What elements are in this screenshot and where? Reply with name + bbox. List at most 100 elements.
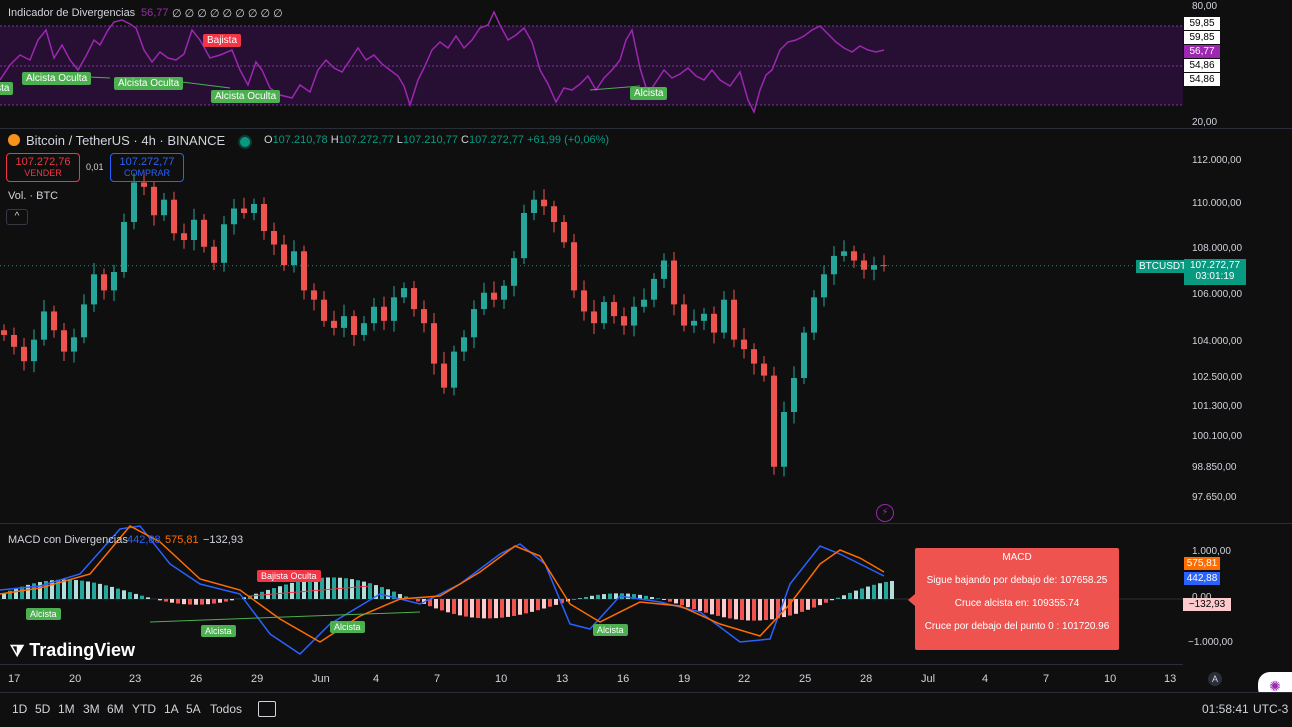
- candle: [471, 300, 477, 348]
- auto-scale-button[interactable]: A: [1208, 672, 1222, 686]
- range-button-5a[interactable]: 5A: [186, 702, 201, 716]
- candle: [851, 246, 857, 268]
- macd-hist-bar: [344, 578, 348, 599]
- ohlc-close: 107.272,77: [469, 134, 524, 146]
- buy-label: COMPRAR: [111, 168, 183, 178]
- symbol-title[interactable]: Bitcoin / TetherUS · 4h · BINANCE: [26, 133, 225, 148]
- range-button-1a[interactable]: 1A: [164, 702, 179, 716]
- range-button-3m[interactable]: 3M: [83, 702, 100, 716]
- buy-button[interactable]: 107.272,77 COMPRAR: [110, 153, 184, 182]
- candle: [261, 197, 267, 239]
- tradingview-logo[interactable]: ⧩ TradingView: [10, 640, 135, 661]
- macd-hist-bar: [608, 594, 612, 599]
- candle: [871, 257, 877, 281]
- macd-hist-bar: [32, 583, 36, 599]
- candle: [351, 310, 357, 346]
- macd-hist-bar: [644, 596, 648, 599]
- range-button-todos[interactable]: Todos: [210, 702, 242, 716]
- rsi-pill-4: 54,86: [1184, 73, 1220, 86]
- collapse-indicators-button[interactable]: ^: [6, 209, 28, 225]
- time-axis-label: 22: [738, 673, 750, 685]
- macd-value-3: −132,93: [203, 534, 243, 546]
- ohlc-low: 107.210,77: [403, 134, 458, 146]
- timezone[interactable]: UTC-3: [1253, 702, 1288, 716]
- macd-hist-bar: [674, 599, 678, 603]
- time-axis-label: 13: [1164, 673, 1176, 685]
- lightning-icon[interactable]: ⚡: [876, 504, 894, 522]
- candle: [21, 338, 27, 371]
- range-button-5d[interactable]: 5D: [35, 702, 50, 716]
- candle: [271, 223, 277, 255]
- macd-hist-bar: [440, 599, 444, 610]
- macd-label-alcista-4: Alcista: [593, 624, 628, 636]
- macd-hist-bar: [698, 599, 702, 611]
- macd-hist-bar: [284, 584, 288, 599]
- volume-label[interactable]: Vol. · BTC: [8, 190, 58, 202]
- range-button-1d[interactable]: 1D: [12, 702, 27, 716]
- rsi-extra: ∅ ∅ ∅ ∅ ∅ ∅ ∅ ∅ ∅: [172, 7, 283, 20]
- macd-tooltip: MACD Sigue bajando por debajo de: 107658…: [915, 548, 1119, 650]
- candle: [701, 308, 707, 330]
- time-axis-label: 28: [860, 673, 872, 685]
- macd-tooltip-line2: Cruce alcista en: 109355.74: [915, 598, 1119, 609]
- candle: [481, 283, 487, 315]
- macd-hist-bar: [722, 599, 726, 617]
- macd-hist-bar: [332, 577, 336, 599]
- macd-hist-bar: [530, 599, 534, 612]
- macd-hist-bar: [860, 588, 864, 599]
- macd-hist-bar: [368, 583, 372, 599]
- macd-hist-bar: [92, 583, 96, 599]
- candle: [321, 291, 327, 327]
- candle: [461, 330, 467, 361]
- candle: [441, 352, 447, 394]
- macd-hist-bar: [554, 599, 558, 605]
- macd-label-bajista-oculta: Bajista Oculta: [257, 570, 321, 582]
- range-button-ytd[interactable]: YTD: [132, 702, 156, 716]
- candle: [201, 214, 207, 252]
- macd-hist-bar: [320, 578, 324, 599]
- candle: [631, 297, 637, 337]
- macd-tooltip-line1: Sigue bajando por debajo de: 107658.25: [915, 575, 1119, 586]
- candle: [491, 281, 497, 307]
- macd-title[interactable]: MACD con Divergencias: [8, 534, 128, 546]
- macd-value-1: 442,88: [127, 534, 161, 546]
- candle: [811, 290, 817, 340]
- macd-hist-bar: [110, 587, 114, 599]
- rsi-pill-3: 54,86: [1184, 59, 1220, 72]
- macd-hist-bar: [542, 599, 546, 608]
- candle: [191, 209, 197, 251]
- macd-hist-bar: [848, 593, 852, 599]
- candle: [651, 273, 657, 307]
- date-range-calendar-icon[interactable]: [258, 701, 276, 717]
- price-axis-label: 112.000,00: [1192, 155, 1241, 166]
- candle: [721, 291, 727, 338]
- candle: [381, 297, 387, 330]
- range-button-6m[interactable]: 6M: [107, 702, 124, 716]
- range-button-1m[interactable]: 1M: [58, 702, 75, 716]
- main-chart-panel[interactable]: Bitcoin / TetherUS · 4h · BINANCE O107.2…: [0, 129, 1292, 523]
- sell-label: VENDER: [7, 168, 79, 178]
- macd-hist-bar: [884, 582, 888, 599]
- symbol-logo-icon: [8, 134, 20, 146]
- macd-hist-bar: [296, 581, 300, 599]
- macd-hist-bar: [572, 599, 576, 600]
- macd-hist-bar: [98, 584, 102, 599]
- time-axis-label: 25: [799, 673, 811, 685]
- rsi-label-alcista: Alcista: [630, 87, 667, 100]
- candle: [41, 300, 47, 346]
- candle: [111, 265, 117, 301]
- sell-button[interactable]: 107.272,76 VENDER: [6, 153, 80, 182]
- macd-hist-bar: [602, 594, 606, 599]
- price-axis-label: 100.100,00: [1192, 431, 1242, 442]
- bottom-toolbar: 1D 5D 1M 3M 6M YTD 1A 5A Todos 01:58:41 UTC-3: [0, 692, 1292, 727]
- clock-time[interactable]: 01:58:41: [1202, 702, 1249, 716]
- macd-hist-bar: [446, 599, 450, 612]
- rsi-title[interactable]: Indicador de Divergencias: [8, 7, 135, 19]
- candle: [861, 253, 867, 278]
- macd-hist-bar: [692, 599, 696, 609]
- candle: [81, 294, 87, 343]
- candle: [741, 328, 747, 358]
- macd-hist-bar: [866, 587, 870, 599]
